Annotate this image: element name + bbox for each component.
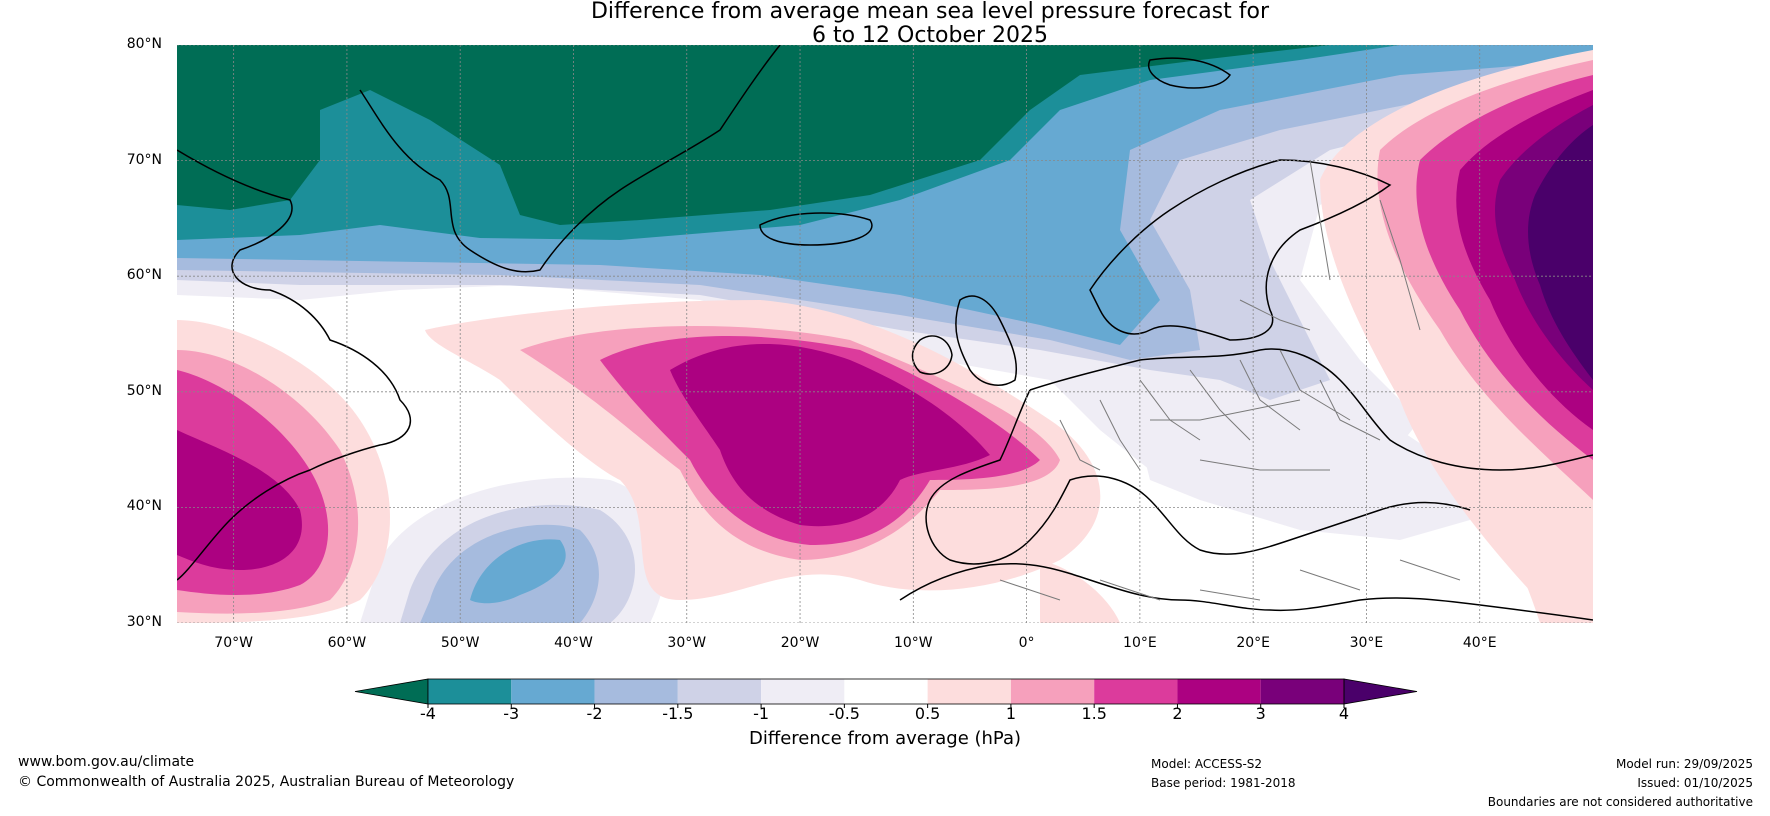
colorbar-tick-label: -1 xyxy=(753,704,770,723)
longitude-label: 30°W xyxy=(667,635,707,651)
colorbar-extend-low xyxy=(354,678,429,705)
longitude-label: 10°W xyxy=(893,635,933,651)
colorbar-segment xyxy=(511,679,595,704)
title-line-2: 6 to 12 October 2025 xyxy=(811,23,1049,48)
colorbar-tick-label: 1 xyxy=(1005,704,1016,723)
contour-pos-east-4 xyxy=(1528,125,1593,380)
colorbar-segment xyxy=(594,679,678,704)
contour-neg-europe-a xyxy=(1140,420,1470,540)
longitude-label: 20°W xyxy=(780,635,820,651)
colorbar-segment xyxy=(428,679,512,704)
map-panel xyxy=(177,45,1593,623)
uk-coast xyxy=(955,295,1018,386)
europe-coast xyxy=(925,348,1593,565)
colorbar-tick-label: -4 xyxy=(420,704,436,723)
colorbar-segment xyxy=(927,679,1011,704)
contour-neg-4 xyxy=(177,45,1330,225)
footer-model-run: Model run: 29/09/2025 xyxy=(1615,757,1753,771)
colorbar-label: Difference from average (hPa) xyxy=(748,728,1022,749)
graticule xyxy=(177,45,1593,623)
latitude-label: 80°N xyxy=(126,36,162,52)
colorbar-tick-label: 2 xyxy=(1172,704,1183,723)
footer-copyright: © Commonwealth of Australia 2025, Austra… xyxy=(18,774,515,790)
colorbar-tick-label: 3 xyxy=(1255,704,1266,723)
contour-pos-2 xyxy=(670,343,990,527)
longitude-label: 20°E xyxy=(1236,635,1270,651)
footer-model: Model: ACCESS-S2 xyxy=(1151,757,1263,771)
longitude-label: 70°W xyxy=(214,635,253,651)
footer-disclaimer: Boundaries are not considered authoritat… xyxy=(1487,795,1753,809)
contour-pos-west-2 xyxy=(177,430,302,570)
footer-base-period: Base period: 1981-2018 xyxy=(1151,776,1296,790)
colorbar-tick-label: 0.5 xyxy=(914,704,941,723)
colorbar-segment xyxy=(1260,679,1344,704)
colorbar-segment xyxy=(761,679,845,704)
colorbar-segment xyxy=(1094,679,1178,704)
ireland-coast xyxy=(911,335,953,375)
longitude-label: 50°W xyxy=(440,635,480,651)
footer-url: www.bom.gov.au/climate xyxy=(18,754,195,770)
north-america-coast xyxy=(177,149,411,581)
colorbar-tick-label: -1.5 xyxy=(662,704,694,723)
colorbar-segment xyxy=(844,679,928,704)
latitude-label: 70°N xyxy=(126,151,162,168)
colorbar-tick-label: -0.5 xyxy=(828,704,860,723)
contour-pos-south-a xyxy=(1040,560,1120,623)
colorbar-tick-label: 1.5 xyxy=(1081,704,1107,723)
footer-issued: Issued: 01/10/2025 xyxy=(1637,776,1753,790)
longitude-label: 40°E xyxy=(1462,635,1497,651)
longitude-label: 0° xyxy=(1018,635,1035,651)
colorbar-segment xyxy=(1177,679,1261,704)
longitude-label: 40°W xyxy=(554,635,593,651)
colorbar-tick-label: -3 xyxy=(503,704,520,723)
latitude-label: 60°N xyxy=(126,267,162,284)
longitude-label: 60°W xyxy=(327,635,367,651)
contour-neg-blob-d xyxy=(470,539,566,604)
latitude-label: 40°N xyxy=(126,498,162,515)
colorbar-tick-label: 4 xyxy=(1338,704,1350,723)
greenland-coast xyxy=(359,45,781,273)
iceland-coast xyxy=(759,212,873,246)
latitude-label: 50°N xyxy=(126,382,162,399)
colorbar-segment xyxy=(677,679,762,704)
africa-coast xyxy=(899,562,1593,621)
latitude-label: 30°N xyxy=(126,614,162,630)
longitude-label: 30°E xyxy=(1349,635,1384,651)
colorbar-extend-high xyxy=(1343,678,1418,705)
country-borders xyxy=(999,159,1461,601)
colorbar-outline xyxy=(427,678,1345,705)
svalbard-coast xyxy=(1148,57,1232,89)
title-line-1: Difference from average mean sea level p… xyxy=(590,0,1270,24)
longitude-label: 10°E xyxy=(1123,635,1157,651)
colorbar-tick-label: -2 xyxy=(586,704,603,723)
scandinavia-coast xyxy=(1089,159,1392,341)
colorbar-segment xyxy=(1010,679,1095,704)
chart-title: Difference from average mean sea level p… xyxy=(0,0,1770,48)
